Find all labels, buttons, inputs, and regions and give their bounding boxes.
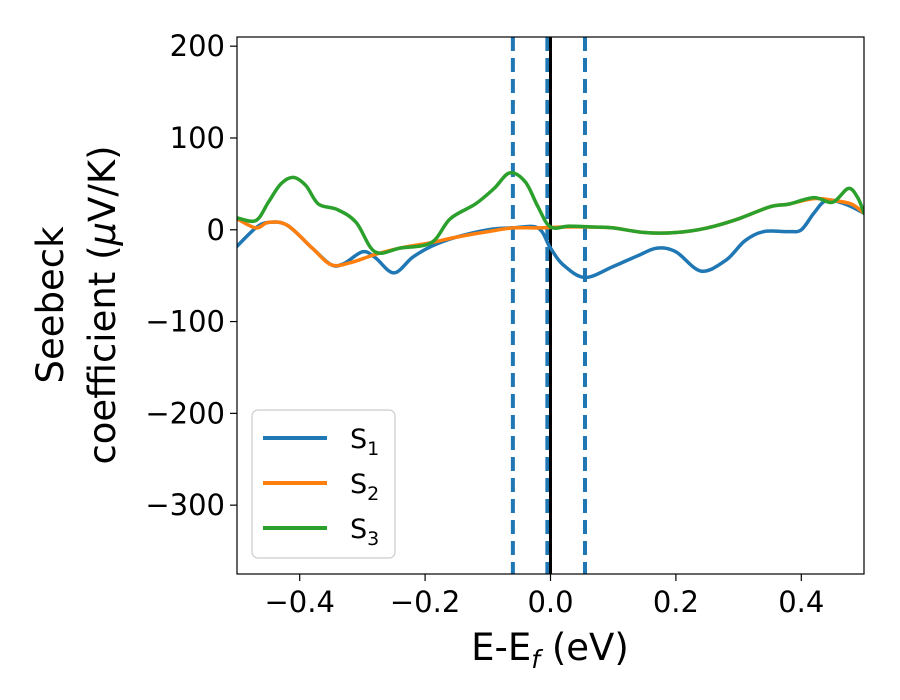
x-axis-label-unit: (eV): [540, 626, 629, 669]
legend: S1 S2 S3: [251, 409, 396, 559]
y-tick-label: −300: [145, 488, 225, 522]
x-axis-ticks: −0.4 −0.2 0.0 0.2 0.4: [264, 574, 824, 619]
y-tick-label: 0: [207, 213, 225, 247]
y-tick-label: 100: [170, 121, 225, 155]
x-tick-label: −0.2: [390, 585, 460, 619]
legend-label-s2: S2: [350, 469, 379, 505]
y-tick-label: −200: [145, 396, 225, 430]
x-tick-label: 0.4: [778, 585, 824, 619]
y-axis-label: Seebeck coefficient (μV/K): [29, 145, 124, 464]
x-tick-label: 0.0: [527, 585, 573, 619]
x-tick-label: −0.4: [264, 585, 334, 619]
vertical-lines: [510, 37, 587, 574]
y-axis-label-mu: μ: [81, 222, 124, 247]
y-axis-label-prefix: coefficient (: [81, 245, 124, 464]
y-tick-label: −100: [145, 305, 225, 339]
y-axis-label-line1: Seebeck: [29, 226, 72, 384]
y-axis-label-unit: V/K): [81, 145, 124, 221]
y-tick-label: 200: [170, 29, 225, 63]
x-axis-label-main: E-E: [471, 626, 531, 669]
legend-label-s3: S3: [350, 514, 379, 550]
legend-label-s1: S1: [350, 424, 379, 460]
y-axis-ticks: 200 100 0 −100 −200 −300: [145, 29, 237, 522]
series-line-s3: [237, 171, 864, 256]
series-lines: [237, 171, 864, 280]
x-axis-label: E-Ef (eV): [471, 626, 629, 674]
x-tick-label: 0.2: [653, 585, 699, 619]
y-axis-label-line2: coefficient (μV/K): [81, 145, 124, 464]
